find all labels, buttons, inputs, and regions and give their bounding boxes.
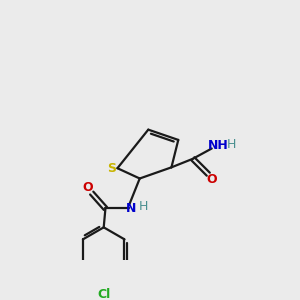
Text: N: N (126, 202, 136, 215)
Text: H: H (139, 200, 148, 213)
Text: Cl: Cl (97, 288, 110, 300)
Text: O: O (82, 182, 93, 194)
Text: H: H (227, 138, 236, 151)
Text: NH: NH (208, 140, 229, 152)
Text: O: O (206, 173, 217, 186)
Text: S: S (107, 162, 116, 175)
